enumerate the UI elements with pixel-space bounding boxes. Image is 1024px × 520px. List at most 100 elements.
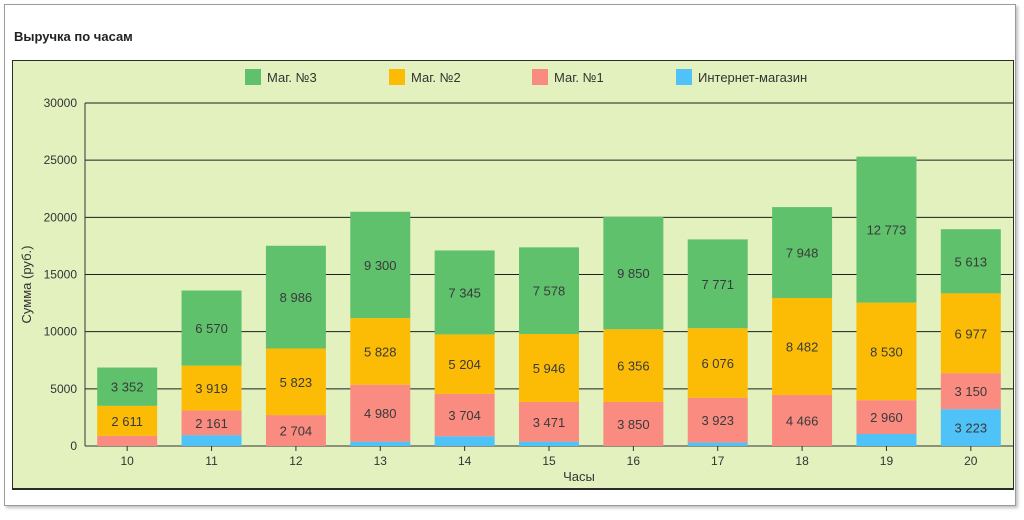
y-tick-label: 30000 — [44, 96, 78, 110]
legend-label: Маг. №1 — [554, 70, 604, 85]
bar-segment — [687, 328, 748, 398]
data-label: 6 570 — [195, 321, 228, 336]
x-tick-label: 18 — [795, 454, 809, 468]
data-label: 3 704 — [448, 408, 481, 423]
legend-swatch — [532, 69, 548, 85]
data-label: 6 076 — [701, 356, 734, 371]
bar-segment — [519, 247, 579, 334]
legend-label: Маг. №2 — [411, 70, 461, 85]
data-label: 5 613 — [955, 254, 988, 269]
bar-segment — [519, 441, 579, 446]
data-label: 8 986 — [280, 290, 313, 305]
bar-segment — [940, 409, 1001, 446]
panel-title: Выручка по часам — [14, 29, 133, 44]
y-tick-label: 0 — [70, 439, 77, 453]
bar-segment — [687, 397, 748, 443]
y-tick-label: 25000 — [44, 153, 78, 167]
bar-segment — [97, 367, 158, 406]
bar-segment — [603, 401, 664, 446]
data-label: 5 828 — [364, 344, 397, 359]
data-label: 5 204 — [448, 357, 481, 372]
chart-panel: Выручка по часам 0 5000 10000 15000 20000 250… — [4, 4, 1016, 506]
bar-segment — [856, 433, 917, 446]
data-label: 3 471 — [533, 415, 566, 430]
bar-segment — [940, 373, 1001, 410]
bar-segment — [856, 400, 917, 434]
bar-segment — [350, 318, 411, 385]
data-label: 8 482 — [786, 339, 819, 354]
data-label: 2 960 — [870, 410, 903, 425]
x-tick-label: 11 — [205, 454, 218, 468]
bar-segment — [856, 156, 917, 303]
bar-segment — [350, 211, 411, 319]
bar-segment — [519, 401, 579, 442]
x-tick-label: 16 — [627, 454, 641, 468]
bar-segment — [265, 415, 326, 446]
bar-segment — [265, 348, 326, 416]
bar-segment — [687, 239, 748, 329]
bar-segment — [687, 442, 748, 446]
bar-segment — [603, 329, 664, 402]
bar-segment — [434, 250, 495, 335]
bar-segment — [350, 384, 411, 442]
x-tick-label: 19 — [880, 454, 894, 468]
data-label: 3 923 — [701, 413, 734, 428]
bar-segment — [265, 245, 326, 349]
stacked-bar-chart: 0 5000 10000 15000 20000 25000 30000 2 611 3 352… — [13, 61, 1013, 488]
legend-swatch — [676, 69, 692, 85]
bar-segment — [772, 394, 833, 446]
data-label: 8 530 — [870, 344, 903, 359]
bar-segment — [181, 290, 242, 366]
x-tick-label: 13 — [374, 454, 388, 468]
bar-segment — [97, 405, 158, 436]
bar-segment — [940, 293, 1001, 374]
bar-segment — [181, 435, 242, 446]
data-label: 7 578 — [533, 284, 566, 299]
bar-segment — [519, 333, 579, 402]
bar-segment — [856, 302, 917, 401]
x-tick-label: 20 — [964, 454, 978, 468]
data-label: 7 771 — [701, 277, 734, 292]
data-label: 3 223 — [955, 421, 988, 436]
data-label: 3 919 — [195, 381, 228, 396]
bar-segment — [434, 436, 495, 446]
legend-label: Маг. №3 — [267, 70, 317, 85]
data-label: 2 611 — [111, 414, 143, 429]
x-tick-label: 17 — [711, 454, 725, 468]
data-label: 4 980 — [364, 406, 397, 421]
data-label: 6 356 — [617, 359, 650, 374]
bar-segment — [434, 393, 495, 437]
data-label: 2 704 — [280, 424, 313, 439]
data-label: 12 773 — [867, 223, 907, 238]
x-axis-title: Часы — [563, 469, 595, 484]
data-label: 7 948 — [786, 246, 819, 261]
y-axis-title: Сумма (руб.) — [19, 246, 34, 324]
bar-segment — [97, 435, 158, 446]
bar-segment — [603, 216, 664, 330]
x-tick-label: 12 — [289, 454, 303, 468]
x-tick-label: 10 — [121, 454, 135, 468]
bar-segment — [181, 410, 242, 436]
data-label: 3 150 — [955, 384, 988, 399]
y-tick-label: 15000 — [44, 268, 78, 282]
bar-segment — [181, 365, 242, 411]
bar-segment — [772, 207, 833, 298]
legend-swatch — [245, 69, 261, 85]
data-label: 9 300 — [364, 258, 397, 273]
data-label: 9 850 — [617, 266, 650, 281]
bar-segment — [940, 229, 1001, 294]
y-tick-label: 5000 — [50, 382, 77, 396]
legend-label: Интернет-магазин — [698, 70, 807, 85]
chart-area: 0 5000 10000 15000 20000 25000 30000 2 611 3 352… — [12, 60, 1014, 490]
y-tick-label: 10000 — [44, 325, 78, 339]
data-label: 4 466 — [786, 413, 819, 428]
data-label: 6 977 — [955, 326, 988, 341]
x-tick-label: 15 — [542, 454, 556, 468]
data-label: 3 352 — [111, 380, 144, 395]
data-label: 3 850 — [617, 417, 650, 432]
data-label: 5 823 — [280, 375, 313, 390]
bar-segment — [350, 441, 411, 446]
x-tick-label: 14 — [458, 454, 472, 468]
y-tick-label: 20000 — [44, 210, 78, 224]
data-label: 2 161 — [195, 416, 228, 431]
